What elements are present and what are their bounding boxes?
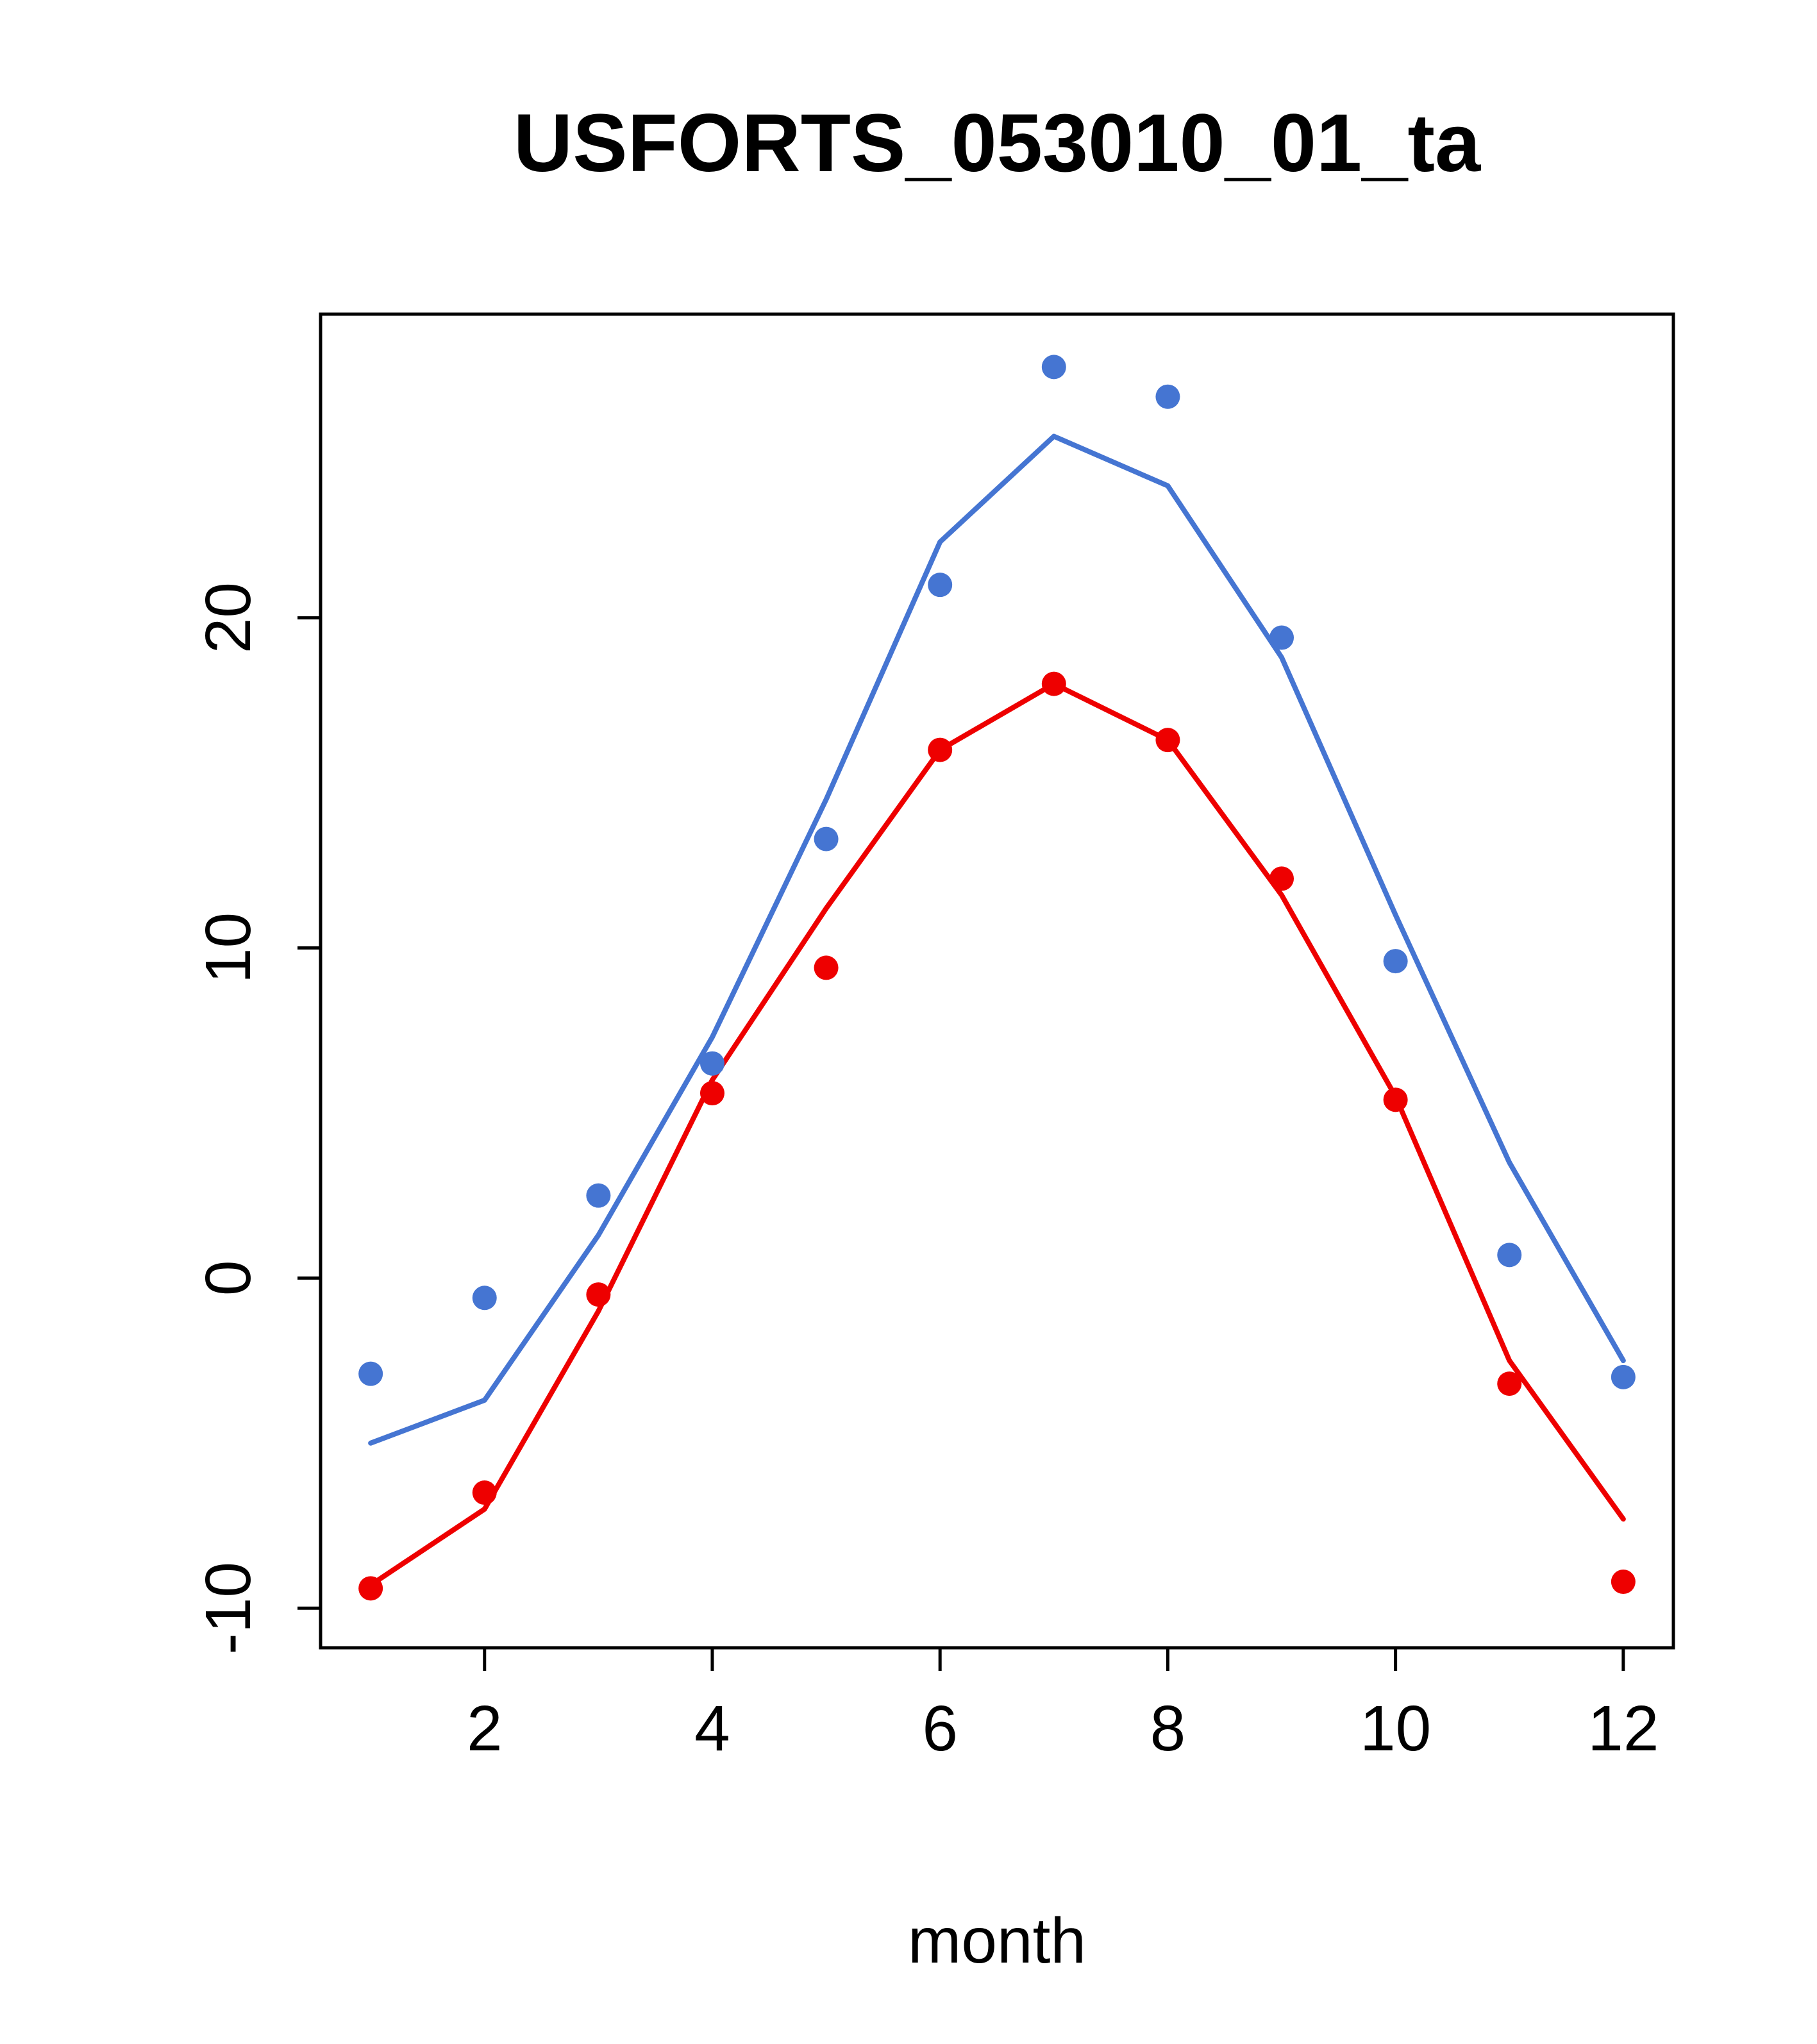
- plot-box: [319, 312, 1675, 1650]
- y-tick-label: -10: [192, 1562, 264, 1655]
- x-tick-label: 4: [694, 1693, 730, 1764]
- upper-points-marker: [1155, 384, 1180, 409]
- lower-points-marker: [1155, 728, 1180, 753]
- upper-points-marker: [814, 826, 839, 851]
- lower-points-marker: [699, 1081, 724, 1106]
- lower-points-marker: [1383, 1087, 1408, 1112]
- y-tick-label: 0: [192, 1261, 264, 1296]
- upper-line: [368, 433, 1626, 1446]
- x-tick-label: 8: [1150, 1693, 1186, 1764]
- y-tick-label: 10: [192, 912, 264, 984]
- lower-points-marker: [814, 955, 839, 980]
- x-tick-label: 12: [1587, 1693, 1659, 1764]
- chart-title: USFORTS_053010_01_ta: [513, 97, 1481, 189]
- upper-points-marker: [472, 1286, 497, 1311]
- upper-points-marker: [699, 1051, 724, 1076]
- upper-points-marker: [1611, 1364, 1636, 1389]
- lower-points-marker: [1497, 1371, 1522, 1396]
- lower-points-marker: [928, 737, 953, 762]
- upper-points-marker: [1383, 949, 1408, 974]
- y-tick-label: 20: [192, 582, 264, 653]
- upper-points-marker: [1041, 355, 1066, 380]
- lower-points-marker: [1041, 671, 1066, 696]
- lower-points-marker: [586, 1282, 611, 1307]
- x-tick-label: 10: [1360, 1693, 1431, 1764]
- upper-points-marker: [1497, 1243, 1522, 1268]
- upper-points-marker: [928, 573, 953, 598]
- lower-line: [368, 681, 1626, 1588]
- x-tick-label: 2: [467, 1693, 503, 1764]
- lower-points-marker: [472, 1480, 497, 1505]
- x-axis-label: month: [908, 1905, 1086, 1977]
- x-tick-label: 6: [922, 1693, 958, 1764]
- lower-points-marker: [1269, 866, 1294, 891]
- upper-points-marker: [1269, 625, 1294, 650]
- upper-points-marker: [358, 1361, 383, 1386]
- lower-points-marker: [358, 1576, 383, 1601]
- upper-points-marker: [586, 1183, 611, 1208]
- lower-points-marker: [1611, 1570, 1636, 1595]
